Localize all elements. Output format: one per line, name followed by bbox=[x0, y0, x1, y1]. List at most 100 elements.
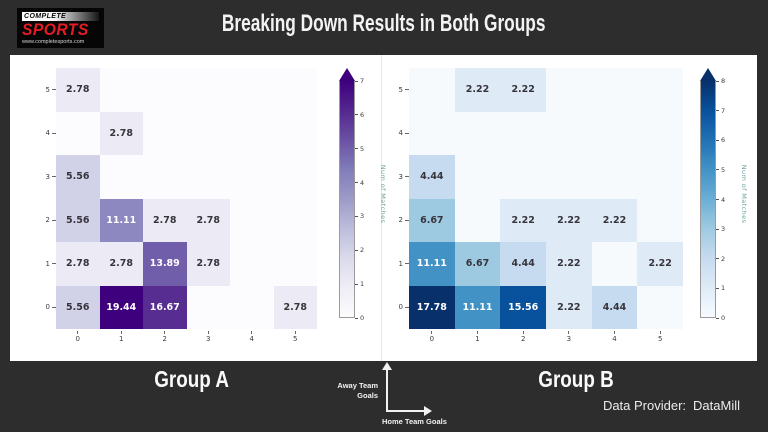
x-tick: 4 bbox=[592, 331, 638, 347]
up-arrow-icon bbox=[382, 362, 392, 370]
group-captions: Group A Group B bbox=[0, 366, 768, 393]
colorbar-tick: 6 bbox=[355, 111, 364, 119]
heatmap-cell: 2.22 bbox=[546, 198, 592, 242]
heatmap-cell: 2.78 bbox=[186, 242, 230, 286]
group-b-caption: Group B bbox=[384, 366, 768, 393]
heatmap-cell: 2.22 bbox=[500, 68, 546, 112]
away-team-goals-label: Away Team Goals bbox=[330, 381, 378, 401]
x-tick: 0 bbox=[56, 331, 100, 347]
colorbar-tick: 0 bbox=[355, 314, 364, 322]
group-a-caption: Group A bbox=[0, 366, 384, 393]
y-tick: 1 bbox=[10, 242, 56, 286]
colorbar-max-arrow-icon bbox=[339, 68, 355, 81]
heatmap-grid: 2.78 2.78 5.56 5.56 11.11 2.78 2.78 2.78 2.78 13.… bbox=[56, 68, 317, 329]
page-title: Breaking Down Results in Both Groups bbox=[0, 10, 768, 38]
colorbar-max-arrow-icon bbox=[700, 68, 716, 81]
heatmap-cell: 2.22 bbox=[591, 198, 638, 242]
colorbar-tick: 1 bbox=[716, 284, 725, 292]
colorbar-tick: 1 bbox=[355, 280, 364, 288]
complete-sports-logo: COMPLETE SPORTS www.completesports.com bbox=[17, 8, 104, 49]
right-arrow-icon bbox=[424, 406, 432, 416]
heatmap-cell bbox=[637, 68, 683, 112]
heatmap-cell bbox=[546, 155, 592, 199]
x-tick: 1 bbox=[100, 331, 144, 347]
heatmap-cell bbox=[500, 111, 546, 155]
colorbar-tick: 4 bbox=[716, 196, 725, 204]
y-tick: 0 bbox=[382, 286, 409, 330]
logo-gradient-bar: COMPLETE bbox=[22, 12, 99, 21]
y-tick: 2 bbox=[10, 199, 56, 243]
colorbar-ticks: 0 1 2 3 4 5 6 7 8 bbox=[716, 77, 740, 322]
colorbar: 0 1 2 3 4 5 6 7 8 Num of Matches bbox=[700, 68, 762, 322]
y-tick: 4 bbox=[382, 112, 409, 156]
heatmap-cell: 2.78 bbox=[56, 68, 100, 112]
y-tick: 5 bbox=[10, 68, 56, 112]
heatmap-cell bbox=[409, 68, 455, 112]
heatmap-cell: 13.89 bbox=[143, 242, 187, 286]
heatmap-cell: 2.78 bbox=[273, 285, 317, 329]
axis-key-diagram: Away Team Goals Home Team Goals bbox=[330, 362, 470, 432]
heatmap-cell bbox=[99, 155, 143, 199]
heatmap-cell: 2.22 bbox=[500, 198, 546, 242]
provider-name: DataMill bbox=[693, 398, 740, 413]
x-tick: 5 bbox=[274, 331, 318, 347]
heatmap-cell bbox=[186, 155, 230, 199]
heatmap-cell bbox=[230, 242, 274, 286]
colorbar-tick: 5 bbox=[355, 145, 364, 153]
heatmap-cell: 2.22 bbox=[546, 285, 592, 329]
heatmap-cell bbox=[186, 111, 230, 155]
heatmap-cell bbox=[230, 68, 274, 112]
heatmap-cell bbox=[454, 155, 501, 199]
x-tick: 2 bbox=[143, 331, 187, 347]
colorbar: 0 1 2 3 4 5 6 7 Num of Matches bbox=[339, 68, 401, 322]
heatmap-cell: 2.22 bbox=[546, 242, 592, 286]
colorbar-tick: 2 bbox=[355, 246, 364, 254]
colorbar-tick: 5 bbox=[716, 166, 725, 174]
heatmap-cell: 5.56 bbox=[56, 155, 100, 199]
colorbar-tick: 0 bbox=[716, 314, 725, 322]
heatmap-cell bbox=[273, 242, 317, 286]
heatmap-cell: 5.56 bbox=[56, 285, 100, 329]
y-tick: 1 bbox=[382, 242, 409, 286]
y-tick: 4 bbox=[10, 112, 56, 156]
heatmap-cell bbox=[546, 68, 592, 112]
colorbar-tick: 2 bbox=[716, 255, 725, 263]
x-tick: 5 bbox=[637, 331, 683, 347]
away-label-line2: Goals bbox=[357, 390, 378, 400]
heatmap-cell bbox=[143, 68, 187, 112]
heatmap-cell bbox=[546, 111, 592, 155]
colorbar-label: Num of Matches bbox=[379, 164, 387, 224]
panel-divider bbox=[381, 55, 382, 361]
colorbar-label: Num of Matches bbox=[740, 164, 748, 224]
group-a-caption-text: Group A bbox=[154, 366, 230, 392]
colorbar-gradient bbox=[700, 81, 716, 318]
heatmap-cell: 11.11 bbox=[409, 242, 455, 286]
x-tick: 4 bbox=[230, 331, 274, 347]
heatmap-cell bbox=[230, 285, 274, 329]
heatmap-cell bbox=[186, 68, 230, 112]
y-tick: 5 bbox=[382, 68, 409, 112]
heatmap-cell: 5.56 bbox=[56, 198, 100, 242]
x-tick: 0 bbox=[409, 331, 455, 347]
heatmap-cell: 11.11 bbox=[99, 198, 143, 242]
heatmap-cell bbox=[230, 111, 274, 155]
heatmap-cell bbox=[273, 111, 317, 155]
heatmap-cell bbox=[591, 111, 638, 155]
heatmap-cell bbox=[273, 198, 317, 242]
heatmap-cell: 4.44 bbox=[500, 242, 546, 286]
x-tick: 1 bbox=[455, 331, 501, 347]
y-tick: 2 bbox=[382, 199, 409, 243]
home-team-goals-label: Home Team Goals bbox=[382, 417, 447, 426]
heatmap-cell bbox=[99, 68, 143, 112]
colorbar-ticks: 0 1 2 3 4 5 6 7 bbox=[355, 77, 379, 322]
heatmap-cell: 19.44 bbox=[99, 285, 143, 329]
heatmap-cell bbox=[273, 155, 317, 199]
heatmap-cell: 2.78 bbox=[56, 242, 100, 286]
heatmap-cell bbox=[143, 155, 187, 199]
heatmap-cell bbox=[591, 68, 638, 112]
colorbar-tick: 8 bbox=[716, 77, 725, 85]
heatmap-cell bbox=[500, 155, 546, 199]
heatmap-cell: 2.78 bbox=[186, 198, 230, 242]
